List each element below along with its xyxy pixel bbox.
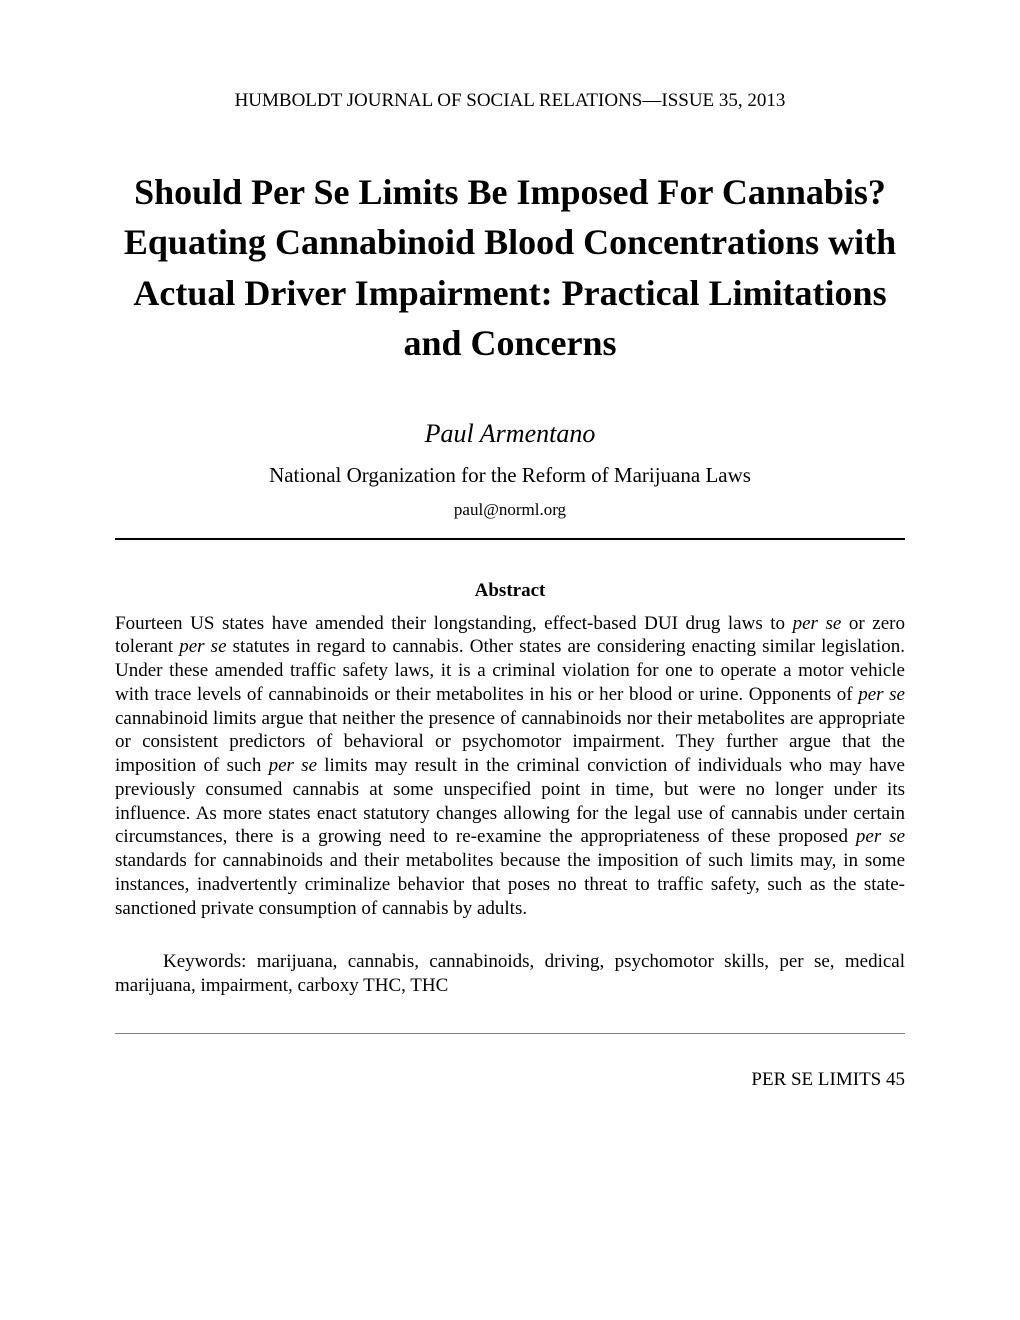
- keywords: Keywords: marijuana, cannabis, cannabino…: [115, 950, 905, 998]
- abstract-italic: per se: [858, 684, 905, 705]
- author-email: paul@norml.org: [115, 500, 905, 520]
- abstract-italic: per se: [856, 826, 905, 847]
- divider-light: [115, 1033, 905, 1034]
- abstract-seg: statutes in regard to cannabis. Other st…: [115, 636, 905, 705]
- divider-heavy: [115, 538, 905, 540]
- author-name: Paul Armentano: [115, 419, 905, 449]
- abstract-heading: Abstract: [115, 580, 905, 602]
- journal-header: HUMBOLDT JOURNAL OF SOCIAL RELATIONS—ISS…: [115, 90, 905, 112]
- page-footer: PER SE LIMITS 45: [115, 1069, 905, 1091]
- abstract-italic: per se: [793, 613, 842, 634]
- author-affiliation: National Organization for the Reform of …: [115, 463, 905, 488]
- abstract-italic: per se: [269, 755, 317, 776]
- abstract-body: Fourteen US states have amended their lo…: [115, 612, 905, 921]
- article-title: Should Per Se Limits Be Imposed For Cann…: [115, 167, 905, 369]
- abstract-italic: per se: [179, 636, 226, 657]
- abstract-seg: standards for cannabinoids and their met…: [115, 850, 905, 919]
- abstract-seg: Fourteen US states have amended their lo…: [115, 613, 793, 634]
